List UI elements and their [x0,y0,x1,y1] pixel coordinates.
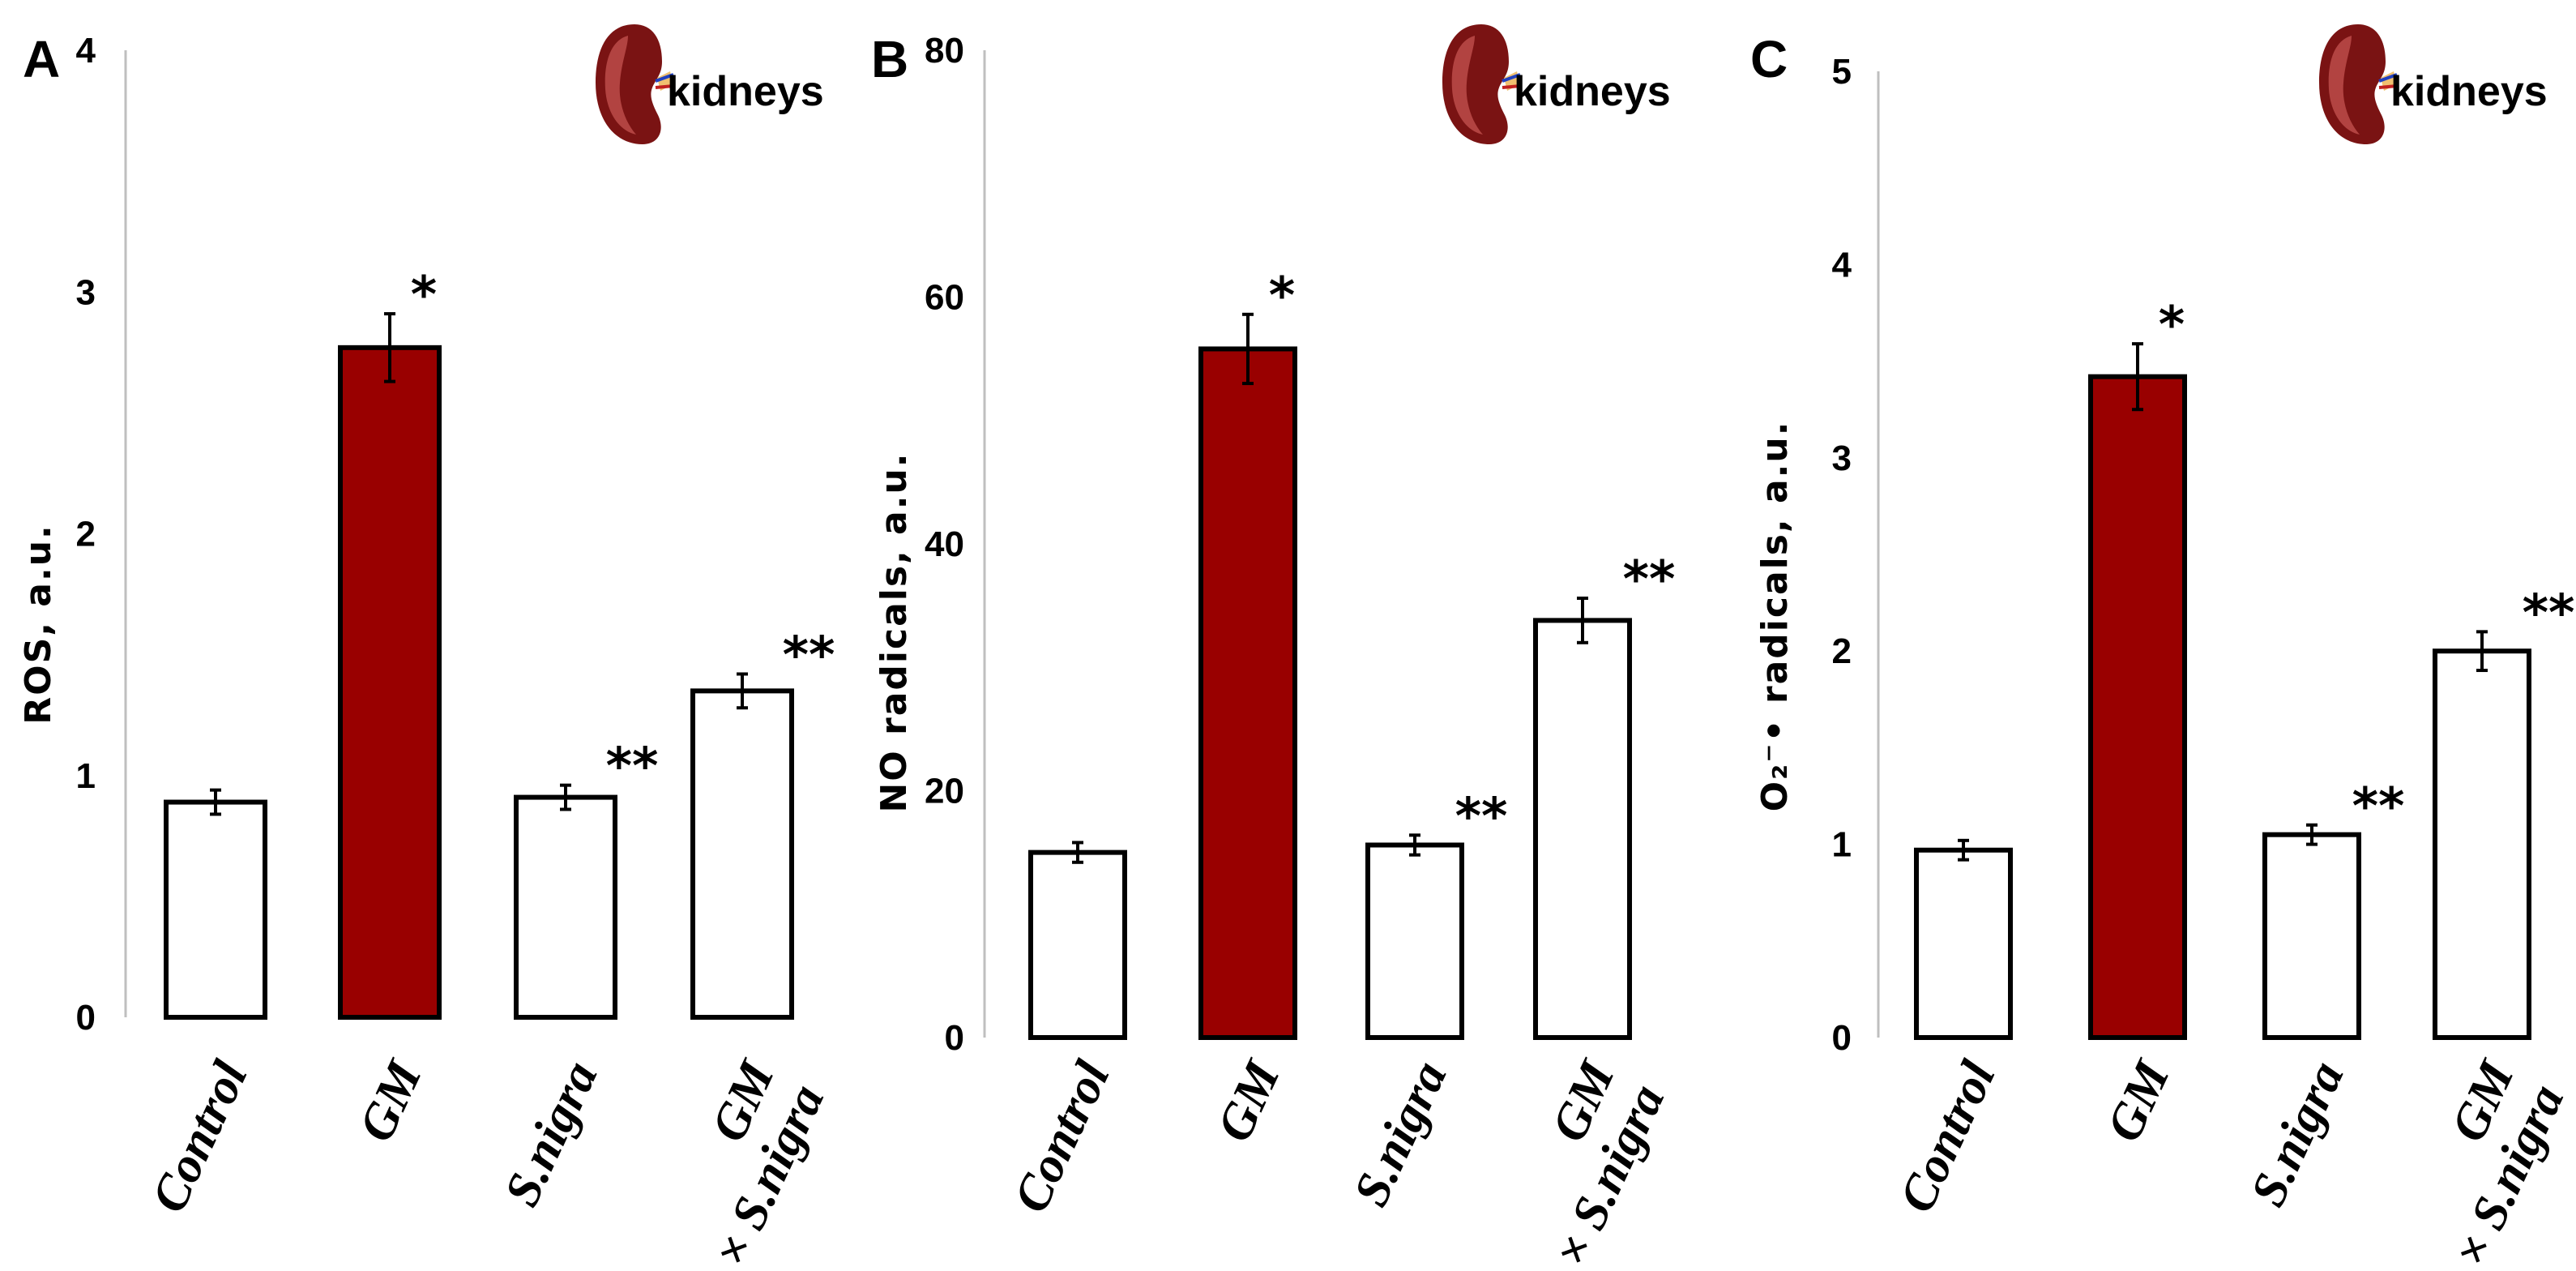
panel-b: B 0 20 40 60 80 NO radicals, a.u. Control * GM ** S… [871,24,1676,1271]
kidney-icon [2319,24,2398,144]
y-tick-label: 20 [925,772,964,811]
kidney-artery [2378,84,2398,89]
kidney-vein [655,73,674,83]
category-label: GM× S.nigra [653,1051,835,1271]
category-label-line: S.nigra [1344,1053,1458,1214]
kidney-highlight [1451,36,1483,135]
panel-letter: C [1750,30,1788,88]
category-label-line: GM [348,1051,434,1149]
kidney-highlight [604,36,636,135]
kidney-artery [655,84,674,89]
y-tick-label: 40 [925,524,964,564]
panel-c: C 0 1 2 3 4 5 O₂⁻• radicals, a.u. Control * GM ** S.… [1750,24,2575,1271]
bar [2262,832,2361,1041]
organ-label: kidneys [2390,68,2548,115]
kidney-highlight [2328,36,2360,135]
significance-marker: ** [1623,550,1676,609]
category-label: GM× S.nigra [1493,1051,1676,1271]
bar [1365,842,1464,1040]
panel-letter: B [871,30,908,88]
bar [1198,346,1297,1040]
y-tick-label: 4 [1832,245,1852,285]
kidney-icon [1442,24,1521,144]
significance-marker: ** [2523,583,2575,642]
panel-a: A 0 1 2 3 4 ROS, a.u. Control * GM ** S.nigra ** GM× … [18,24,835,1271]
kidney-vein [1502,73,1521,83]
kidney-vein [2378,73,2398,83]
y-tick-label: 5 [1832,52,1852,92]
category-label: S.nigra [2241,1053,2355,1214]
bar [2088,374,2187,1040]
category-label-line: Control [141,1052,258,1220]
y-tick-label: 3 [76,272,96,312]
category-label: Control [141,1052,258,1220]
y-tick-label: 2 [1832,631,1852,671]
panel-letter: A [23,30,60,88]
organ-label: kidneys [667,68,824,115]
category-label-line: S.nigra [2241,1053,2355,1214]
significance-marker: ** [606,737,659,796]
bar [1533,618,1632,1040]
category-label-line: GM [1207,1051,1292,1149]
y-tick-label: 0 [1832,1018,1852,1058]
y-axis-label: NO radicals, a.u. [874,451,915,812]
kidney-artery [1502,84,1521,89]
y-tick-label: 60 [925,278,964,318]
significance-marker: * [411,265,437,324]
category-label: S.nigra [494,1053,609,1214]
y-tick-label: 2 [76,515,96,554]
y-tick-label: 0 [945,1018,964,1058]
bar [338,344,442,1021]
category-label: GM [2096,1051,2181,1149]
category-label: Control [1003,1052,1121,1220]
category-label-line: S.nigra [494,1053,609,1214]
y-tick-label: 1 [76,756,96,796]
category-label-line: Control [1003,1052,1121,1220]
bar [2433,648,2531,1040]
category-label: GM× S.nigra [2393,1051,2575,1271]
y-tick-label: 4 [76,31,96,71]
significance-marker: * [2159,295,2185,354]
bar [1028,849,1127,1040]
kidney-icon [596,24,674,144]
significance-marker: ** [1455,786,1508,845]
category-label-line: GM [2096,1051,2181,1149]
bar [690,688,794,1020]
y-tick-label: 1 [1832,825,1852,865]
significance-marker: ** [783,625,835,684]
organ-label: kidneys [1514,68,1671,115]
y-tick-label: 80 [925,31,964,71]
y-axis-label: ROS, a.u. [18,524,59,724]
bar [164,799,267,1020]
category-label: Control [1889,1052,2006,1220]
category-label-line: Control [1889,1052,2006,1220]
y-tick-label: 3 [1832,439,1852,478]
bar [1914,847,2013,1040]
bar [514,794,617,1021]
y-axis-label: O₂⁻• radicals, a.u. [1754,421,1796,812]
y-tick-label: 0 [76,998,96,1038]
significance-marker: ** [2352,777,2405,836]
category-label: GM [1207,1051,1292,1149]
category-label: S.nigra [1344,1053,1458,1214]
category-label: GM [348,1051,434,1149]
significance-marker: * [1269,266,1295,325]
